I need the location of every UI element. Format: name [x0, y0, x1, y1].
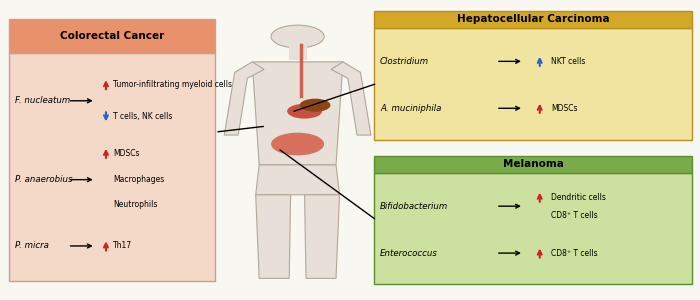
Polygon shape [224, 62, 264, 135]
Text: Dendritic cells: Dendritic cells [551, 193, 606, 202]
Text: Tumor-infiltrating myeloid cells: Tumor-infiltrating myeloid cells [113, 80, 232, 89]
Text: F. nucleatum: F. nucleatum [15, 96, 70, 105]
Circle shape [300, 99, 330, 112]
Text: Enterococcus: Enterococcus [380, 249, 438, 258]
Polygon shape [256, 195, 290, 278]
Text: CD8⁺ T cells: CD8⁺ T cells [551, 249, 598, 258]
Bar [374, 156, 692, 173]
Bar [374, 11, 692, 28]
Text: P. anaerobius: P. anaerobius [15, 175, 72, 184]
Text: A. muciniphila: A. muciniphila [380, 104, 442, 113]
Polygon shape [256, 165, 340, 195]
Text: MDSCs: MDSCs [551, 104, 577, 113]
Bar [9, 19, 215, 53]
Text: Th17: Th17 [113, 242, 132, 250]
Text: Hepatocellular Carcinoma: Hepatocellular Carcinoma [457, 14, 610, 25]
Polygon shape [252, 62, 343, 165]
Text: Bifidobacterium: Bifidobacterium [380, 202, 448, 211]
Text: P. micra: P. micra [15, 242, 48, 250]
Polygon shape [304, 195, 340, 278]
Circle shape [271, 133, 324, 155]
Bar [374, 173, 692, 284]
Bar [374, 28, 692, 140]
Text: MDSCs: MDSCs [113, 149, 140, 158]
Text: T cells, NK cells: T cells, NK cells [113, 112, 172, 121]
Text: NKT cells: NKT cells [551, 57, 585, 66]
Text: Neutrophils: Neutrophils [113, 200, 158, 209]
Text: Clostridium: Clostridium [380, 57, 429, 66]
Text: Melanoma: Melanoma [503, 159, 564, 169]
Bar [288, 41, 307, 60]
Text: CD8⁺ T cells: CD8⁺ T cells [551, 211, 598, 220]
Circle shape [287, 104, 322, 119]
Text: Macrophages: Macrophages [113, 175, 164, 184]
Polygon shape [331, 62, 371, 135]
Text: Colorectal Cancer: Colorectal Cancer [60, 31, 164, 41]
Bar [9, 53, 215, 281]
Circle shape [271, 25, 324, 48]
